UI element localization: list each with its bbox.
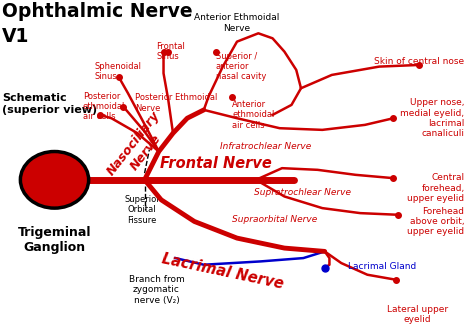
Text: Supraorbital Nerve: Supraorbital Nerve: [232, 215, 318, 224]
Text: Ophthalmic Nerve
V1: Ophthalmic Nerve V1: [2, 2, 193, 46]
Text: Schematic
(superior view): Schematic (superior view): [2, 93, 98, 115]
Text: Upper nose,
medial eyelid,
lacrimal
canaliculi: Upper nose, medial eyelid, lacrimal cana…: [401, 98, 465, 138]
Text: Posterior Ethmoidal
Nerve: Posterior Ethmoidal Nerve: [135, 93, 218, 113]
Text: Anterior
ethmoidal
air cells: Anterior ethmoidal air cells: [232, 100, 274, 130]
Text: Forehead
above orbit,
upper eyelid: Forehead above orbit, upper eyelid: [407, 206, 465, 236]
Text: Sphenoidal
Sinus: Sphenoidal Sinus: [95, 62, 142, 81]
Text: Lateral upper
eyelid: Lateral upper eyelid: [387, 305, 447, 324]
Text: Superior /
anterior
nasal cavity: Superior / anterior nasal cavity: [216, 52, 266, 81]
Text: Posterior
ethmoidal
air cells: Posterior ethmoidal air cells: [83, 92, 125, 121]
Text: Skin of central nose: Skin of central nose: [374, 57, 465, 66]
Text: Nasociliary
Nerve: Nasociliary Nerve: [105, 109, 175, 187]
Text: Frontal
Sinus: Frontal Sinus: [156, 42, 185, 61]
Text: Trigeminal
Ganglion: Trigeminal Ganglion: [18, 226, 91, 254]
Text: Superior
Orbital
Fissure: Superior Orbital Fissure: [124, 195, 160, 224]
Text: Infratrochlear Nerve: Infratrochlear Nerve: [220, 142, 312, 151]
Text: Lacrimal Gland: Lacrimal Gland: [348, 262, 417, 271]
Text: Anterior Ethmoidal
Nerve: Anterior Ethmoidal Nerve: [194, 13, 280, 33]
Text: Supratrochlear Nerve: Supratrochlear Nerve: [254, 188, 351, 197]
Text: Branch from
zygomatic
nerve (V₂): Branch from zygomatic nerve (V₂): [128, 275, 184, 304]
Text: Frontal Nerve: Frontal Nerve: [160, 157, 272, 171]
Text: Central
forehead,
upper eyelid: Central forehead, upper eyelid: [407, 173, 465, 203]
Ellipse shape: [20, 152, 89, 208]
Text: Lacrimal Nerve: Lacrimal Nerve: [161, 251, 285, 292]
